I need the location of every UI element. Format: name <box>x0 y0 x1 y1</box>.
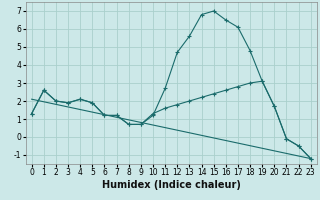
X-axis label: Humidex (Indice chaleur): Humidex (Indice chaleur) <box>102 180 241 190</box>
